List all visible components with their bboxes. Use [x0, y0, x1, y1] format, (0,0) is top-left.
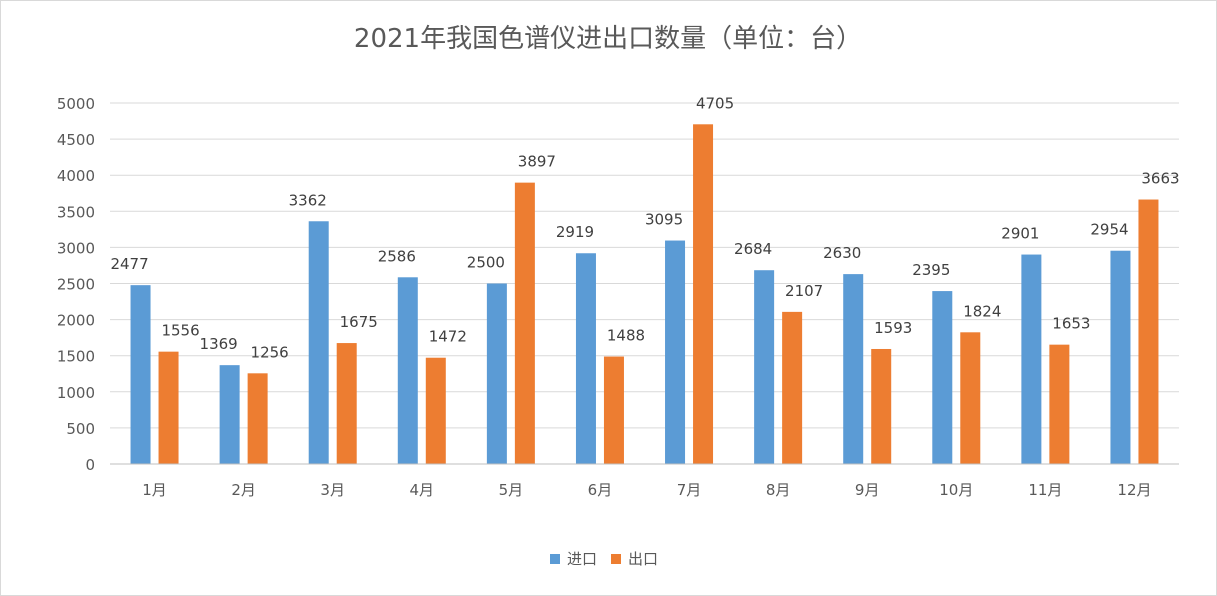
- y-tick-label: 0: [85, 456, 95, 474]
- bar-export: [158, 351, 179, 464]
- y-tick-label: 3500: [57, 203, 95, 221]
- y-tick-label: 500: [66, 420, 95, 438]
- data-label: 2395: [912, 261, 950, 279]
- bar-import: [665, 240, 686, 464]
- data-label: 1556: [161, 322, 199, 340]
- bar-import: [1021, 254, 1042, 464]
- legend-swatch-export: [611, 554, 621, 564]
- x-tick-label: 3月: [320, 481, 345, 499]
- gridlines: [110, 102, 1179, 465]
- legend-label: 进口: [567, 550, 597, 568]
- x-tick-label: 2月: [231, 481, 256, 499]
- bar-import: [130, 285, 151, 464]
- bar-export: [425, 357, 446, 464]
- x-tick-label: 5月: [499, 481, 524, 499]
- data-label: 2500: [467, 254, 505, 272]
- x-axis: 1月 2月 3月 4月 5月 6月 7月 8月 9月 10月 11月 12月: [110, 463, 1179, 499]
- bar-import: [754, 270, 775, 464]
- bar-export: [514, 182, 535, 464]
- data-label: 2586: [378, 247, 416, 265]
- x-tick-label: 6月: [588, 481, 613, 499]
- y-tick-label: 4000: [57, 167, 95, 185]
- data-label: 4705: [696, 94, 734, 112]
- data-label: 1593: [874, 319, 912, 337]
- y-tick-label: 3000: [57, 239, 95, 257]
- data-label: 2919: [556, 223, 594, 241]
- y-tick-label: 4500: [57, 131, 95, 149]
- data-label: 1653: [1052, 315, 1090, 333]
- bar-import: [843, 274, 864, 464]
- bar-export: [782, 311, 803, 464]
- data-label: 1675: [340, 313, 378, 331]
- data-label: 1824: [963, 302, 1001, 320]
- data-label: 2954: [1090, 221, 1128, 239]
- bar-import: [397, 277, 418, 464]
- bar-import: [575, 253, 596, 464]
- y-tick-label: 1000: [57, 384, 95, 402]
- chart-title: 2021年我国色谱仪进出口数量（单位：台）: [354, 24, 862, 54]
- legend: 进口 出口: [550, 550, 658, 568]
- bar-export: [1138, 199, 1159, 464]
- data-label: 1256: [251, 343, 289, 361]
- x-tick-label: 9月: [855, 481, 880, 499]
- bar-export: [1049, 344, 1070, 464]
- data-label: 3897: [518, 153, 556, 171]
- bar-import: [932, 291, 953, 464]
- data-label: 2107: [785, 282, 823, 300]
- data-label: 2684: [734, 240, 772, 258]
- bar-export: [247, 373, 268, 464]
- legend-swatch-import: [550, 554, 560, 564]
- data-label: 1369: [200, 335, 238, 353]
- y-tick-label: 1500: [57, 348, 95, 366]
- bar-import: [308, 221, 329, 464]
- y-tick-label: 5000: [57, 95, 95, 113]
- x-tick-label: 8月: [766, 481, 791, 499]
- x-tick-label: 1月: [142, 481, 167, 499]
- bar-import: [1110, 250, 1131, 464]
- bar-export: [871, 348, 892, 464]
- y-axis: 0 500 1000 1500 2000 2500 3000 3500 4000 4500 5000: [57, 95, 95, 474]
- x-tick-label: 4月: [410, 481, 435, 499]
- legend-label: 出口: [628, 550, 658, 568]
- data-label: 3095: [645, 211, 683, 229]
- bar-export: [960, 332, 981, 464]
- bar-export: [336, 343, 357, 464]
- x-tick-label: 12月: [1117, 481, 1151, 499]
- data-label: 3362: [289, 191, 327, 209]
- data-label: 3663: [1141, 170, 1179, 188]
- x-tick-label: 7月: [677, 481, 702, 499]
- bars: [130, 124, 1159, 464]
- data-label: 2630: [823, 244, 861, 262]
- y-tick-label: 2000: [57, 312, 95, 330]
- data-label: 1488: [607, 327, 645, 345]
- y-tick-label: 2500: [57, 276, 95, 294]
- x-tick-label: 11月: [1028, 481, 1062, 499]
- bar-import: [486, 283, 507, 464]
- data-label: 1472: [429, 328, 467, 346]
- bar-export: [693, 124, 714, 464]
- data-label: 2477: [110, 255, 148, 273]
- data-label: 2901: [1001, 225, 1039, 243]
- bar-export: [603, 356, 624, 464]
- bar-import: [219, 365, 240, 464]
- x-tick-label: 10月: [939, 481, 973, 499]
